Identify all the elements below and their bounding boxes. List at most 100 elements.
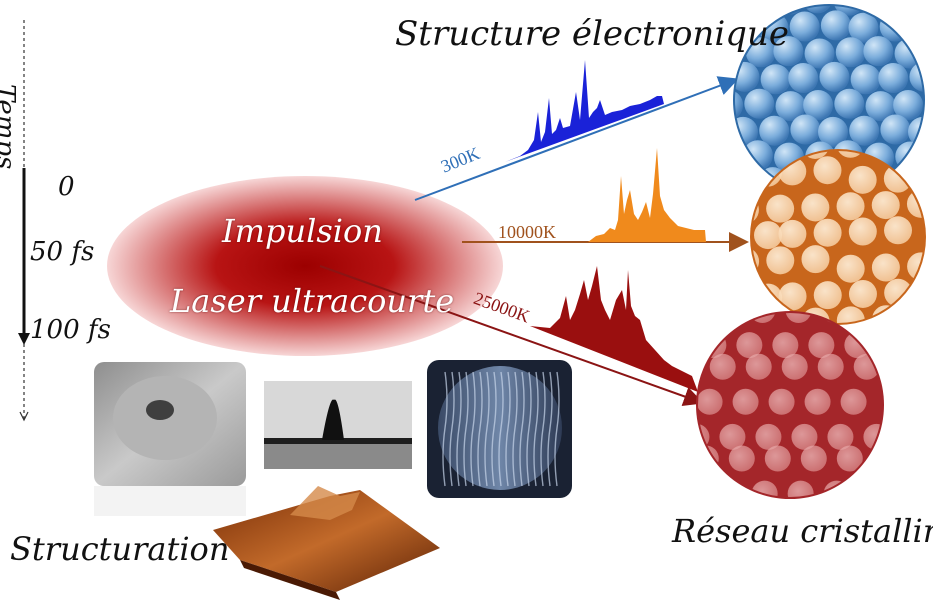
lattice-atom	[848, 279, 877, 308]
title-reseau-cristallin: Réseau cristallin	[672, 512, 933, 550]
ripple-line	[540, 371, 546, 487]
lattice-atom	[766, 194, 795, 223]
lattice-atom	[778, 219, 807, 248]
lattice-atom	[865, 91, 896, 122]
lattice-atom	[813, 218, 842, 247]
ripple-line	[547, 371, 553, 487]
spectrum-25000k	[530, 266, 698, 392]
lattice-atom	[745, 37, 776, 68]
lattice-atom	[801, 245, 830, 274]
ripple-line	[470, 371, 476, 487]
lattice-atom	[788, 63, 819, 94]
title-structure-electronique: Structure électronique	[395, 14, 789, 54]
lattice-atom	[735, 168, 761, 194]
sem-crater-image	[94, 362, 246, 516]
lattice-atom	[910, 10, 923, 41]
lattice-atom	[813, 281, 842, 310]
ripple-line	[463, 371, 469, 487]
time-tick-0: 0	[58, 172, 75, 202]
ripples-image	[427, 360, 572, 498]
lattice-atom	[715, 480, 742, 497]
spectrum-10000k	[588, 148, 706, 242]
arrow-25000k	[319, 265, 704, 407]
lattice-atom	[719, 423, 746, 450]
lattice-atom	[909, 61, 923, 92]
lattice-atom	[819, 61, 850, 92]
lattice-atom	[804, 388, 831, 415]
lattice-atom	[785, 313, 812, 323]
lattice-atom	[804, 38, 835, 69]
title-structuration: Structuration	[10, 530, 230, 568]
lattice-atom	[766, 246, 795, 275]
lattice-atom	[827, 423, 854, 450]
lattice-atom	[709, 353, 736, 380]
lattice-atom	[835, 37, 866, 68]
lattice-atom	[859, 480, 882, 497]
lattice-atom	[836, 192, 865, 221]
lattice-atom	[764, 445, 791, 472]
time-tick-50fs: 50 fs	[30, 237, 95, 267]
lattice-atom	[879, 11, 910, 42]
ripple-line	[512, 371, 518, 487]
ripple-line	[519, 371, 525, 487]
lattice-atom	[742, 140, 773, 171]
lattice-atom	[840, 388, 867, 415]
lattice-atom	[878, 63, 909, 94]
time-axis-arrowhead	[18, 333, 30, 345]
lattice-atom	[790, 114, 821, 145]
lattice-atom	[808, 332, 835, 359]
lattice-atom	[848, 217, 877, 246]
ripple-line	[533, 371, 539, 487]
lattice-atom	[744, 88, 775, 119]
lattice-atom	[698, 313, 704, 323]
time-axis-label: Temps	[0, 84, 20, 170]
lattice-atom	[754, 221, 783, 250]
lattice-atom	[736, 332, 763, 359]
ripple-line	[491, 371, 497, 487]
lattice-atom	[787, 480, 814, 497]
lattice-atom	[781, 353, 808, 380]
ripple-line	[498, 371, 504, 487]
lattice-atom	[836, 306, 865, 323]
lattice-atom	[895, 141, 923, 172]
lattice-atom	[871, 253, 900, 282]
lattice-atom	[848, 12, 879, 43]
lattice-atom	[893, 89, 923, 120]
lattice-atom	[836, 254, 865, 283]
ripple-line	[505, 371, 511, 487]
ripple-line	[456, 371, 462, 487]
lattice-atom	[892, 6, 923, 14]
ripple-line	[442, 371, 448, 487]
cross-section-image	[264, 381, 412, 469]
lattice-atom	[768, 388, 795, 415]
lattice-atom	[735, 141, 746, 172]
lattice-atom	[818, 116, 848, 147]
lattice-atom	[834, 88, 865, 119]
lattice-atom	[871, 191, 900, 220]
arrow-300k	[414, 76, 739, 201]
lattice-atom	[789, 11, 820, 42]
laser-pulse-ellipse	[107, 176, 503, 356]
pulse-label-line2: Laser ultracourte	[170, 282, 455, 320]
lattice-atom	[864, 6, 895, 15]
lattice-atom	[732, 388, 759, 415]
ripple-line	[477, 371, 483, 487]
lattice-atom	[728, 445, 755, 472]
lattice-atom	[803, 89, 834, 120]
lattice-atom	[745, 353, 772, 380]
lattice-atom	[884, 216, 913, 245]
lattice-atom	[801, 193, 830, 222]
spectrum-300k	[505, 60, 664, 162]
afm-3d-image	[213, 486, 440, 600]
time-tick-100fs: 100 fs	[30, 315, 111, 345]
lattice-atom	[772, 332, 799, 359]
lattice-atom	[735, 6, 743, 14]
lattice-atom	[755, 423, 782, 450]
lattice-atom	[735, 89, 744, 120]
lattice-atom	[791, 423, 818, 450]
pulse-label-line1: Impulsion	[222, 212, 383, 250]
ripple-line	[484, 371, 490, 487]
time-axis-end-arrow	[19, 411, 29, 422]
lattice-atom	[880, 114, 911, 145]
